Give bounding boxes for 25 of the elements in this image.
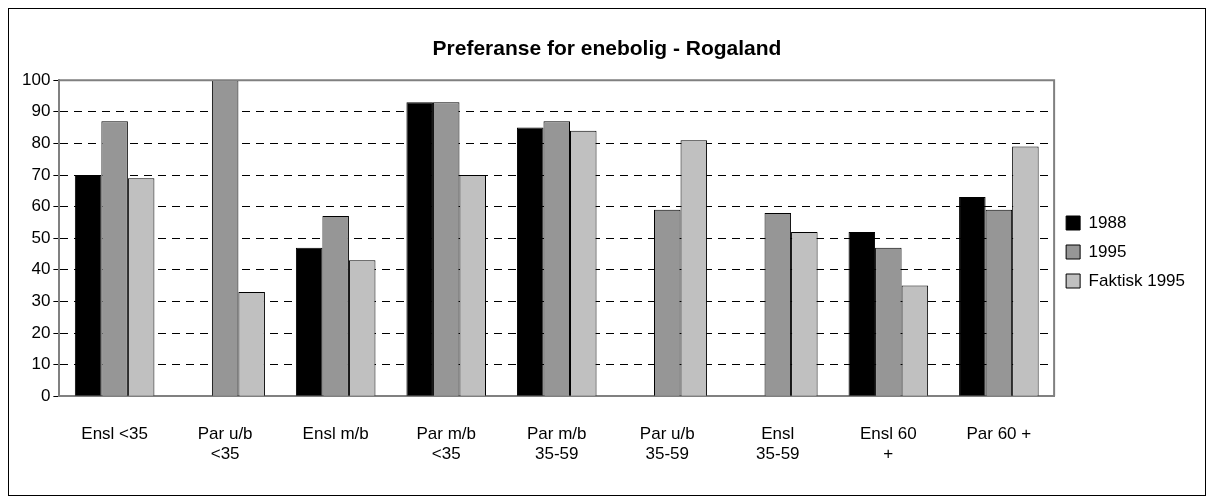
y-tick-label: 10 [31, 354, 51, 374]
y-tick-label: 60 [31, 196, 51, 216]
chart-title: Preferanse for enebolig - Rogaland [432, 36, 782, 60]
legend-label: Faktisk 1995 [1088, 270, 1186, 290]
y-tick-label: 30 [31, 291, 51, 311]
legend-label: 1988 [1088, 212, 1127, 232]
x-tick-label: Ensl <35 [81, 424, 148, 444]
x-tick-label: Ensl 60 + [859, 424, 917, 464]
x-tick-label: Par m/b <35 [416, 424, 476, 464]
bar [295, 247, 323, 396]
x-tick-label: Par m/b 35-59 [526, 424, 587, 464]
x-tick-label: Ensl 35-59 [756, 424, 800, 464]
y-tick-label: 50 [31, 227, 51, 247]
x-tick-label: Par u/b 35-59 [639, 424, 695, 464]
y-tick-label: 0 [40, 385, 51, 405]
x-tick-label: Par 60 + [966, 424, 1032, 444]
legend-label: 1995 [1088, 241, 1127, 261]
y-tick-label: 40 [31, 259, 51, 279]
y-tick-label: 20 [31, 322, 51, 342]
y-tick-label: 90 [31, 101, 51, 121]
y-tick-label: 70 [31, 164, 51, 184]
y-tick-label: 100 [21, 69, 51, 89]
y-tick-label: 80 [31, 133, 51, 153]
x-tick-label: Par u/b <35 [197, 424, 253, 464]
x-tick-label: Ensl m/b [302, 424, 369, 444]
